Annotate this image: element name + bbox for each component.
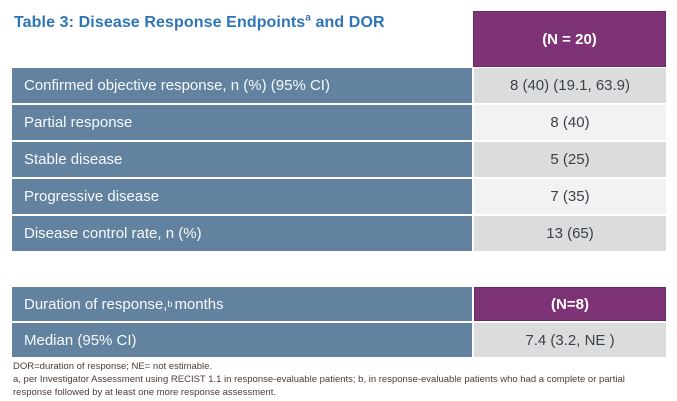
table-row: Stable disease 5 (25) xyxy=(12,142,666,177)
page-title: Table 3: Disease Response Endpointsa and… xyxy=(14,12,464,32)
page-title-suffix: and DOR xyxy=(310,14,385,31)
table1-n-header: (N = 20) xyxy=(473,11,666,67)
row-label: Stable disease xyxy=(12,142,472,177)
table-row: Partial response 8 (40) xyxy=(12,105,666,140)
row-value: 7 (35) xyxy=(474,179,666,214)
row-value: 8 (40) (19.1, 63.9) xyxy=(474,68,666,103)
row-value: 5 (25) xyxy=(474,142,666,177)
row-label: Partial response xyxy=(12,105,472,140)
row-label: Progressive disease xyxy=(12,179,472,214)
table-row: Progressive disease 7 (35) xyxy=(12,179,666,214)
row-value: 8 (40) xyxy=(474,105,666,140)
footnotes: DOR=duration of response; NE= not estima… xyxy=(13,361,655,399)
table-row: Disease control rate, n (%) 13 (65) xyxy=(12,216,666,251)
table2-header-label: Duration of response, b months xyxy=(12,287,472,321)
row-value: 13 (65) xyxy=(474,216,666,251)
page-title-superscript: a xyxy=(305,12,311,24)
table2-header-label-text: Duration of response, xyxy=(24,295,168,313)
footnote-line: a, per Investigator Assessment using REC… xyxy=(13,373,625,398)
table2-header-label-suffix: months xyxy=(174,295,224,313)
page-title-text: Table 3: Disease Response Endpoints xyxy=(14,14,306,31)
table-row: Confirmed objective response, n (%) (95%… xyxy=(12,68,666,103)
footnote-line: DOR=duration of response; NE= not estima… xyxy=(13,361,213,372)
table-row: Median (95% CI) 7.4 (3.2, NE ) xyxy=(12,323,666,357)
row-label: Confirmed objective response, n (%) (95%… xyxy=(12,68,472,103)
table2-n-header: (N=8) xyxy=(474,287,666,321)
row-value: 7.4 (3.2, NE ) xyxy=(474,323,666,357)
row-label: Disease control rate, n (%) xyxy=(12,216,472,251)
table2-header-row: Duration of response, b months (N=8) xyxy=(12,287,666,321)
row-label: Median (95% CI) xyxy=(12,323,472,357)
